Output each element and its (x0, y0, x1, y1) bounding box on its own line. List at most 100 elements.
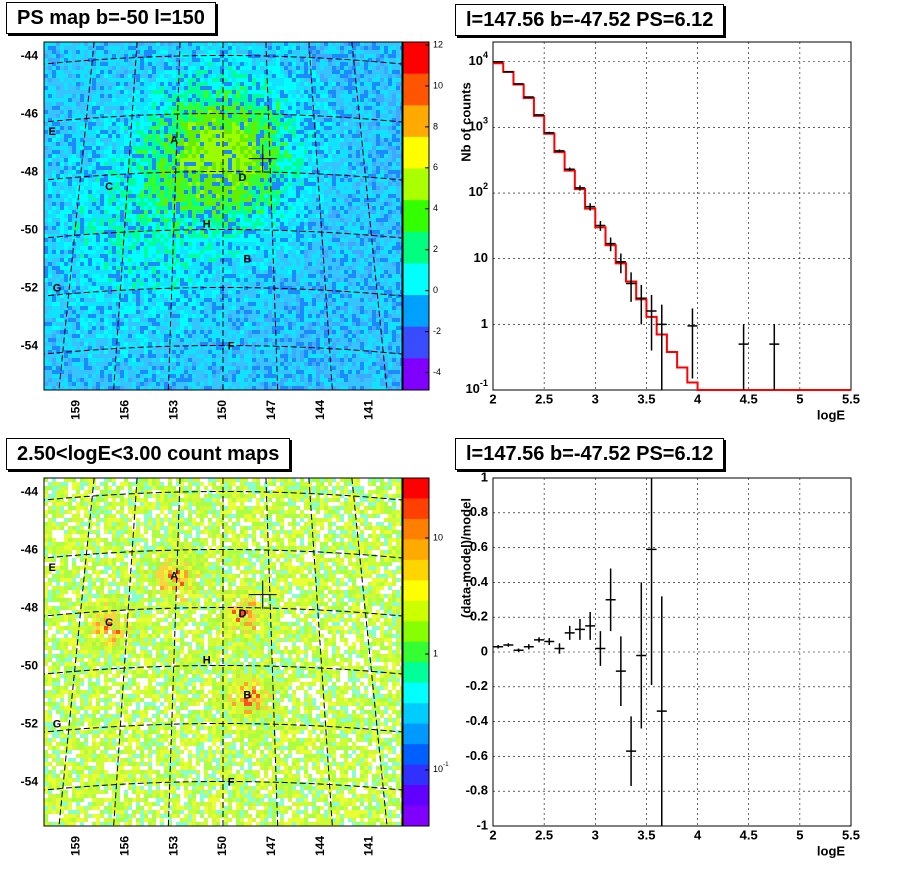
spectrum-y-tick: 102 (468, 181, 488, 199)
ps-colorbar: 12 10 8 6 4 2 0 -2 -4 (402, 39, 443, 391)
count-colorbar-band (403, 703, 429, 725)
count-y-tick: -54 (21, 775, 39, 789)
ps-x-tick: 150 (215, 400, 229, 420)
ps-x-tick: 153 (166, 400, 180, 420)
ps-y-tick: -44 (21, 49, 39, 63)
ps-colorbar-tick: 10 (433, 80, 443, 90)
ps-y-tick: -52 (21, 281, 39, 295)
spectrum-data-point (605, 237, 616, 252)
ps-frame (43, 41, 403, 391)
count-colorbar-band (403, 600, 429, 622)
ps-lat-line (44, 229, 402, 239)
spectrum-x-tick: 5.5 (842, 391, 860, 406)
ps-colorbar-band (403, 42, 429, 75)
count-source-label-d: D (239, 608, 247, 620)
count-colorbar-tick: 1 (433, 648, 438, 658)
ps-colorbar-band (403, 295, 429, 328)
spectrum-data-point (574, 185, 585, 191)
count-source-label-b: B (243, 689, 251, 701)
ps-colorbar-band (403, 73, 429, 106)
spectrum-y-label: Nb of counts (458, 82, 473, 161)
ps-source-label-h: H (203, 219, 211, 231)
ps-source-label-f: F (228, 340, 235, 352)
ps-colorbar-tick: 8 (433, 121, 438, 131)
spectrum-data-point (534, 114, 545, 116)
residual-data-point (646, 478, 657, 686)
spectrum-x-tick: 2.5 (535, 391, 553, 406)
count-source-label-h: H (203, 655, 211, 667)
residual-y-tick: -0.8 (466, 783, 488, 798)
residual-x-tick: 2 (489, 827, 496, 842)
count-colorbar-band (403, 641, 429, 663)
ps-colorbar-band (403, 231, 429, 264)
ps-source-label-b: B (243, 253, 251, 265)
ps-lon-line (167, 42, 181, 390)
ps-colorbar-tick: 2 (433, 244, 438, 254)
residual-x-tick: 5 (796, 827, 803, 842)
residual-data-point (574, 618, 585, 640)
residual-plot: 2 2.5 3 3.5 4 4.5 5 5.5 1 0.8 0.6 0.4 0.2 0 -0.2 -0.4 -0… (458, 469, 860, 858)
count-lat-line (44, 665, 402, 675)
count-map-title: 2.50<logE<3.00 count maps (6, 438, 291, 470)
residual-y-tick: 0.2 (470, 609, 488, 624)
residual-title: l=147.56 b=-47.52 PS=6.12 (455, 438, 725, 470)
count-colorbar-band (403, 744, 429, 766)
residual-data-point (615, 636, 626, 706)
residual-y-tick: 0.6 (470, 539, 488, 554)
count-lon-line (58, 478, 95, 826)
ps-lon-line (58, 42, 95, 390)
residual-x-tick: 5.5 (842, 827, 860, 842)
ps-x-tick: 159 (69, 400, 83, 420)
count-colorbar-band (403, 682, 429, 704)
residual-x-label: logE (817, 843, 845, 858)
ps-colorbar-band (403, 263, 429, 296)
ps-x-tick: 147 (264, 400, 278, 420)
count-colorbar-band (403, 662, 429, 684)
residual-data-point (503, 643, 514, 647)
ps-source-label-e: E (48, 126, 55, 138)
ps-source-label-a: A (170, 135, 178, 147)
ps-pixels (44, 42, 402, 390)
ps-lon-line (265, 42, 279, 390)
ps-y-tick: -48 (21, 165, 39, 179)
count-colorbar-band (403, 723, 429, 745)
residual-data-point (595, 631, 606, 666)
ps-colorbar-tick: 12 (433, 39, 443, 49)
ps-colorbar-tick: -2 (433, 326, 441, 336)
ps-colorbar-frame (402, 41, 430, 391)
spectrum-data-point (646, 294, 657, 351)
ps-graticule (44, 42, 402, 390)
residual-y-tick: 1 (481, 469, 488, 484)
count-x-tick: 159 (69, 836, 83, 856)
spectrum-data-point (585, 203, 596, 211)
count-map-area: A B C D E F G H -44 -46 -48 -50 -52 -54 159 156 153 150 14… (21, 477, 403, 856)
spectrum-y-tick: 103 (468, 116, 488, 134)
residual-data-point (544, 638, 555, 646)
count-x-tick: 153 (166, 836, 180, 856)
count-lat-line (44, 549, 402, 559)
spectrum-data-point (564, 167, 575, 172)
ps-colorbar-tick: 4 (433, 203, 438, 213)
count-y-tick: -50 (21, 659, 39, 673)
residual-x-tick: 3.5 (637, 827, 655, 842)
spectrum-data-point (687, 308, 698, 379)
count-x-tick: 141 (362, 836, 376, 856)
count-colorbar-tick: 10-1 (433, 761, 449, 775)
count-colorbar-band (403, 764, 429, 786)
count-colorbar-band (403, 539, 429, 561)
spectrum-title: l=147.56 b=-47.52 PS=6.12 (455, 4, 725, 36)
residual-x-tick: 4.5 (740, 827, 758, 842)
ps-lon-line (113, 42, 138, 390)
residual-x-tick: 4 (694, 827, 702, 842)
residual-y-tick: 0.4 (470, 574, 489, 589)
spectrum-plot: 2 2.5 3 3.5 4 4.5 5 5.5 10-1 1 10 102 103 104 logE Nb o… (458, 41, 860, 422)
residual-data-point (564, 625, 575, 640)
spectrum-data-point (554, 149, 565, 153)
count-source-label-f: F (228, 776, 235, 788)
ps-colorbar-band (403, 200, 429, 233)
residual-y-label: (data-model)/model (458, 498, 473, 618)
count-source-label-e: E (48, 562, 55, 574)
count-colorbar-band (403, 559, 429, 581)
residual-data-point (605, 568, 616, 632)
